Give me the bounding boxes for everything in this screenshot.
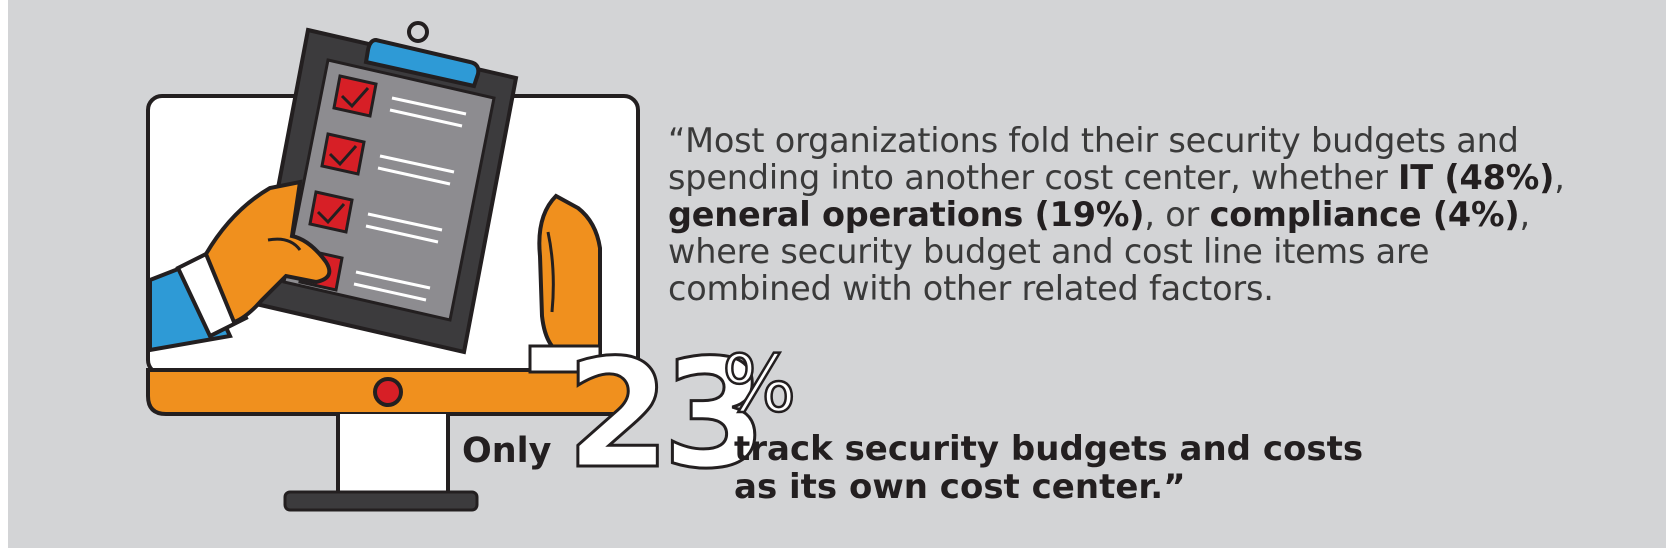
left-border xyxy=(0,0,8,548)
stat-caption: track security budgets and costs as its … xyxy=(734,430,1363,506)
quote-text: “Most organizations fold their security … xyxy=(668,122,1568,307)
right-cuff xyxy=(528,344,602,374)
stat-caption-line: track security budgets and costs xyxy=(734,429,1364,469)
checkbox-icon xyxy=(308,190,354,234)
checkbox-icon xyxy=(320,132,366,176)
quote-text-part: , where security budget and cost line it… xyxy=(668,195,1530,308)
quote-highlight-it: IT (48%) xyxy=(1398,158,1555,197)
checkbox-icon xyxy=(332,74,378,118)
checklist-paper xyxy=(282,58,496,322)
open-quote-mark: “ xyxy=(668,121,686,160)
monitor-base xyxy=(283,490,479,512)
quote-separator: , or xyxy=(1144,195,1210,234)
stat-prefix: Only xyxy=(462,431,552,471)
monitor-stand xyxy=(336,414,450,500)
stat-percent-sign: % xyxy=(721,339,798,432)
left-hand xyxy=(203,179,332,325)
quote-separator: , xyxy=(1554,158,1565,197)
checklist-lines xyxy=(353,96,467,302)
quote-text-part: Most organizations fold their security b… xyxy=(668,121,1519,197)
quote-highlight-compliance: compliance (4%) xyxy=(1209,195,1520,234)
stat-caption-line: as its own cost center.” xyxy=(734,467,1186,507)
stat-number: 23 xyxy=(565,328,769,502)
power-button-icon xyxy=(373,377,403,407)
quote-highlight-operations: general operations (19%) xyxy=(668,195,1145,234)
clipboard-clip xyxy=(363,37,481,89)
